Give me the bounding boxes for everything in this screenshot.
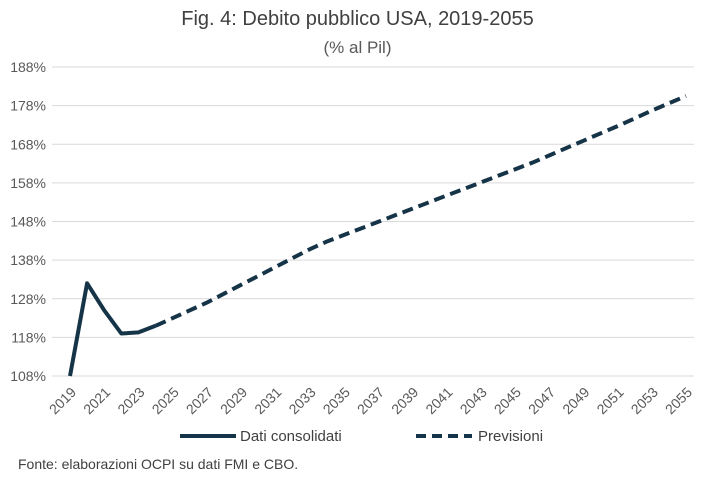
x-axis-ticks: 2019 2021 2023 2025 2027 2029 2031 2033 2035 2037… — [46, 384, 695, 417]
legend: Dati consolidati Previsioni — [180, 428, 543, 445]
y-tick-label: 108% — [10, 368, 46, 384]
y-tick-label: 168% — [10, 136, 46, 152]
x-tick-label: 2021 — [80, 384, 113, 417]
y-tick-label: 128% — [10, 291, 46, 307]
x-tick-label: 2049 — [559, 384, 592, 417]
x-tick-label: 2025 — [149, 384, 182, 417]
chart-subtitle: (% al Pil) — [323, 38, 392, 57]
y-tick-label: 178% — [10, 98, 46, 114]
x-tick-label: 2053 — [628, 384, 661, 417]
legend-label-dati-consolidati: Dati consolidati — [240, 428, 342, 445]
x-tick-label: 2051 — [593, 384, 626, 417]
y-tick-label: 148% — [10, 214, 46, 230]
x-tick-label: 2037 — [354, 384, 387, 417]
x-tick-label: 2023 — [114, 384, 147, 417]
series-line-dati-consolidati — [68, 281, 157, 377]
y-tick-label: 138% — [10, 252, 46, 268]
chart-title: Fig. 4: Debito pubblico USA, 2019-2055 — [181, 8, 534, 30]
x-tick-label: 2047 — [525, 384, 558, 417]
gridlines — [52, 66, 694, 377]
legend-label-previsioni: Previsioni — [478, 428, 543, 445]
x-tick-label: 2035 — [320, 384, 353, 417]
y-tick-label: 188% — [10, 59, 46, 75]
x-tick-label: 2027 — [183, 384, 216, 417]
x-tick-label: 2031 — [251, 384, 284, 417]
x-tick-label: 2041 — [422, 384, 455, 417]
x-tick-label: 2045 — [491, 384, 524, 417]
y-tick-label: 118% — [11, 329, 46, 345]
x-tick-label: 2033 — [285, 384, 318, 417]
x-tick-label: 2055 — [662, 384, 695, 417]
x-tick-label: 2043 — [457, 384, 490, 417]
x-tick-label: 2039 — [388, 384, 421, 417]
x-tick-label: 2019 — [46, 384, 79, 417]
series-lines — [68, 94, 687, 377]
x-tick-label: 2029 — [217, 384, 250, 417]
source-note: Fonte: elaborazioni OCPI su dati FMI e C… — [18, 456, 299, 472]
series-line-previsioni — [154, 94, 687, 328]
y-tick-label: 158% — [10, 175, 46, 191]
y-axis-ticks: 188% 178% 168% 158% 148% 138% 128% 118% 108% — [10, 59, 46, 384]
